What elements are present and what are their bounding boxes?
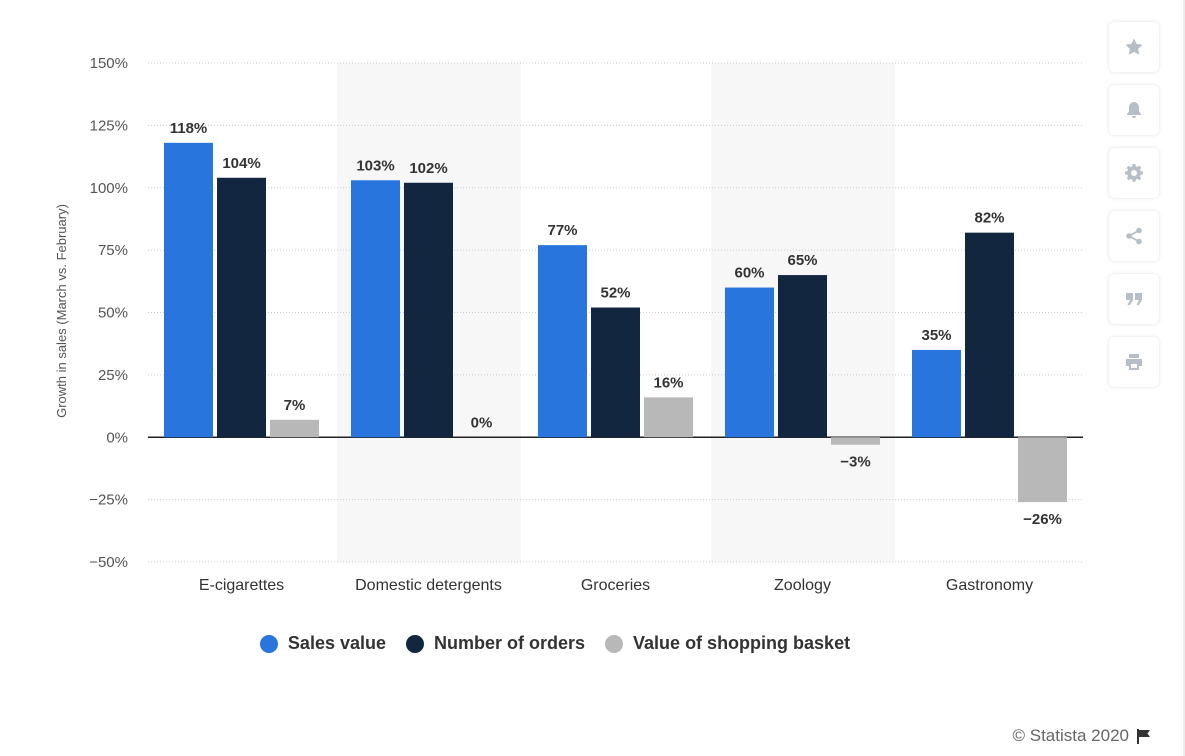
star-icon [1125,38,1143,55]
data-label: 77% [547,222,577,239]
category-label: E-cigarettes [199,577,284,594]
data-label: −3% [840,454,870,471]
legend-marker [259,634,278,653]
data-label: 104% [222,155,260,172]
legend: Sales value Number of orders Value of sh… [0,633,1110,654]
bar-sales-value [351,180,400,438]
bar-sales-value [164,142,213,438]
side-toolbar [1109,22,1161,400]
y-axis-label: Growth in sales (March vs. February) [54,204,69,418]
quote-icon [1126,293,1142,305]
bar-sales-value [912,349,961,438]
data-label: 52% [600,285,630,302]
y-tick-label: 75% [98,242,128,259]
share-button[interactable] [1109,211,1159,261]
legend-label: Number of orders [434,633,586,653]
bar-value-of-shopping-basket [644,397,693,438]
category-label: Domestic detergents [355,577,502,594]
credit-text: © Statista 2020 [1012,726,1130,745]
data-label: 102% [409,160,447,177]
bar-number-of-orders [217,177,266,438]
bell-icon [1127,102,1141,118]
bar-value-of-shopping-basket [1018,437,1067,503]
data-label: 118% [170,120,208,137]
settings-button[interactable] [1109,148,1159,198]
legend-item-value-of-shopping-basket[interactable]: Value of shopping basket [605,633,850,654]
bar-number-of-orders [965,232,1014,438]
bar-number-of-orders [404,182,453,438]
gear-icon [1125,164,1143,182]
bar-number-of-orders [591,307,640,438]
bar-chart: 150% 125% 100% 75% 50% 25% 0% −25% −50% 118% 104%… [54,55,1083,594]
y-tick-label: 100% [90,180,128,197]
print-icon [1126,354,1142,370]
y-tick-label: −25% [89,492,128,509]
bar-sales-value [538,245,587,438]
data-label: −26% [1023,511,1062,528]
data-label: 35% [921,327,951,344]
data-label: 103% [356,157,394,174]
data-label: 60% [734,265,764,282]
bar-value-of-shopping-basket [831,437,880,445]
data-label: 7% [284,397,306,414]
flag-icon [1137,728,1150,744]
bar-number-of-orders [778,275,827,438]
bar-value-of-shopping-basket [270,419,319,438]
data-label: 65% [787,252,817,269]
legend-item-sales-value[interactable]: Sales value [259,633,386,654]
y-tick-label: 25% [98,367,128,384]
category-label: Gastronomy [946,577,1033,594]
legend-marker [605,634,624,653]
bar-sales-value [725,287,774,438]
data-label: 82% [974,210,1004,227]
legend-label: Sales value [287,633,386,653]
y-tick-label: −50% [89,554,128,571]
share-icon [1126,227,1142,245]
notification-button[interactable] [1109,85,1159,135]
data-label: 16% [653,374,683,391]
legend-item-number-of-orders[interactable]: Number of orders [406,633,585,654]
category-label: Groceries [581,577,650,594]
y-tick-label: 125% [90,117,128,134]
legend-marker [406,634,424,653]
y-tick-label: 0% [106,429,128,446]
favorite-button[interactable] [1109,22,1159,72]
category-label: Zoology [774,577,831,594]
statista-credit[interactable]: © Statista 2020 [1013,726,1152,746]
y-tick-label: 50% [98,305,128,322]
cite-button[interactable] [1109,274,1159,324]
data-label: 0% [471,414,493,431]
legend-label: Value of shopping basket [633,633,851,653]
print-button[interactable] [1109,337,1159,387]
y-tick-label: 150% [90,55,128,72]
